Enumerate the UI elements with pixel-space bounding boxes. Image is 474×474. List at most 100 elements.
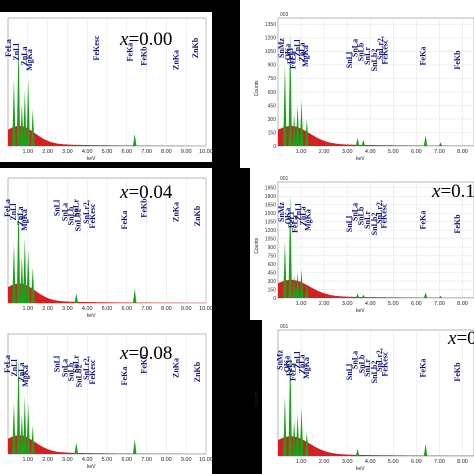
spectrum-peak bbox=[23, 397, 27, 454]
y-tick-label: 1950 bbox=[265, 186, 276, 192]
peak-label: FeKb bbox=[140, 354, 149, 374]
x-tick-label: 4.00 bbox=[365, 459, 376, 465]
peak-label: SnLb2 bbox=[370, 361, 379, 384]
x-tick-label: 2.00 bbox=[319, 149, 330, 155]
peak-label: FeKa bbox=[419, 47, 428, 66]
spectrum-peak bbox=[423, 292, 428, 298]
spectrum-peak bbox=[74, 442, 79, 454]
peak-label: SnLr bbox=[71, 355, 80, 373]
peak-label: FeLa bbox=[3, 355, 12, 373]
peak-label: SnLb2 bbox=[370, 49, 379, 72]
peak-label: FeKb bbox=[140, 198, 149, 218]
peak-label: FeLl bbox=[286, 47, 295, 64]
x-tick-label: 3.00 bbox=[62, 306, 73, 312]
peak-label: SnLa bbox=[60, 203, 69, 221]
x-tick-label: 9.00 bbox=[181, 149, 192, 155]
x-axis-label: keV bbox=[87, 156, 96, 162]
y-tick-label: 1350 bbox=[265, 22, 276, 28]
y-axis-label: Counts bbox=[254, 391, 260, 407]
peak-label: FeKa bbox=[120, 211, 129, 230]
composition-variable: x bbox=[119, 29, 129, 50]
spectrum-panel: 1.00 2.00 3.00 4.00 5.00 6.00 7.00 8.00 9.00 10.0… bbox=[0, 322, 213, 474]
spectrum-panel: 1.00 2.00 3.00 4.00 5.00 6.00 7.00 8.00 9.00 10.0… bbox=[0, 168, 213, 323]
x-tick-label: 5.00 bbox=[388, 459, 399, 465]
peak-label: FeKb bbox=[140, 46, 149, 66]
peak-label: SnLa bbox=[351, 351, 360, 369]
x-axis-label: keV bbox=[356, 156, 365, 162]
peak-label: ZnLl bbox=[10, 359, 19, 377]
spectrum-peak bbox=[16, 357, 21, 454]
peak-label: MgKa bbox=[21, 365, 30, 387]
spectrum-peak bbox=[20, 414, 24, 454]
spectrum-peak bbox=[26, 79, 30, 146]
y-axis-label: Counts bbox=[254, 80, 260, 96]
spectrum-peak bbox=[12, 243, 16, 303]
y-tick-label: 0 bbox=[273, 296, 276, 302]
peak-label: MgKa bbox=[303, 209, 312, 231]
x-tick-label: 8.00 bbox=[161, 149, 172, 155]
composition-label: x=0.08 bbox=[119, 343, 172, 364]
spectrum-peak bbox=[12, 402, 16, 454]
peak-label: SnLl bbox=[345, 51, 354, 68]
y-tick-label: 450 bbox=[268, 270, 277, 276]
peak-label: FeKesc bbox=[92, 35, 101, 60]
spectrum-panel: 0 150 300 450 600 750 900 1050 1200 1350 1500 1650 1… bbox=[250, 168, 474, 320]
spectrum-peak bbox=[26, 249, 30, 303]
y-tick-label: 600 bbox=[268, 262, 277, 268]
x-tick-label: 4.00 bbox=[82, 306, 93, 312]
peak-label: ZnLl bbox=[12, 43, 21, 61]
peak-label: FeKa bbox=[120, 367, 129, 386]
peak-label: SnLr2, bbox=[375, 348, 384, 372]
spectrum-peak bbox=[423, 444, 428, 456]
y-tick-label: 450 bbox=[268, 103, 277, 109]
x-tick-label: 9.00 bbox=[181, 306, 192, 312]
peak-label: SnLr bbox=[363, 359, 372, 377]
peak-label: FeLl bbox=[287, 211, 296, 228]
peak-label: FeKb bbox=[453, 362, 462, 382]
y-tick-label: 900 bbox=[268, 245, 277, 251]
x-tick-label: 8.00 bbox=[161, 457, 172, 463]
spectrum-peak bbox=[74, 293, 79, 303]
spectrum-peak bbox=[295, 105, 300, 146]
peak-label: SnLa bbox=[60, 359, 69, 377]
peak-label: SnLr bbox=[71, 199, 80, 217]
spectrum-peak bbox=[423, 135, 428, 146]
spectrum-peak bbox=[295, 272, 300, 298]
peak-label: SnLr2, bbox=[376, 36, 385, 60]
peak-label: OKa bbox=[284, 208, 293, 224]
spectrum-peak bbox=[30, 267, 35, 303]
x-tick-label: 7.00 bbox=[434, 149, 445, 155]
peak-label: FeLl bbox=[285, 359, 294, 376]
x-tick-label: 10.00 bbox=[199, 457, 213, 463]
spectrum-peak bbox=[283, 241, 287, 298]
peak-label: FeKesc bbox=[88, 203, 97, 228]
peak-label: SnLl bbox=[345, 363, 354, 380]
peak-label: SnMz bbox=[277, 38, 286, 58]
spectrum-peak bbox=[288, 193, 293, 298]
x-tick-label: 7.00 bbox=[434, 459, 445, 465]
spectrum-peak bbox=[438, 295, 443, 298]
peak-label: FeKesc bbox=[381, 351, 390, 376]
x-tick-label: 2.00 bbox=[42, 149, 53, 155]
spectrum-peak bbox=[292, 114, 296, 146]
peak-label: FeLa bbox=[3, 199, 12, 217]
peak-label: OKa bbox=[283, 356, 292, 372]
peak-label: SnLr bbox=[363, 47, 372, 65]
spectrum-panel: 0 150 300 450 600 750 900 1050 1200 1350 1.00 2.00 3… bbox=[240, 0, 474, 168]
spectrum-panel: 1.00 2.00 3.00 4.00 5.00 6.00 7.00 8.00 9.00 10.0… bbox=[0, 12, 213, 162]
x-tick-label: 7.00 bbox=[434, 301, 445, 307]
spectrum-peak bbox=[355, 448, 360, 456]
x-tick-label: 5.00 bbox=[388, 301, 399, 307]
peak-label: SnLr2, bbox=[82, 356, 91, 380]
x-tick-label: 3.00 bbox=[62, 457, 73, 463]
peak-label: ZnKb bbox=[193, 205, 202, 226]
peak-label: ZnLa bbox=[20, 46, 29, 65]
peak-label: FeKesc bbox=[88, 359, 97, 384]
spectrum-peak bbox=[30, 109, 35, 146]
x-axis-label: keV bbox=[87, 313, 96, 319]
peak-label: SnLa bbox=[351, 203, 360, 221]
spectrum-peak bbox=[23, 91, 27, 146]
spectrum-peak bbox=[288, 33, 293, 146]
x-tick-label: 2.00 bbox=[319, 301, 330, 307]
peak-label: FeLa bbox=[4, 39, 13, 57]
